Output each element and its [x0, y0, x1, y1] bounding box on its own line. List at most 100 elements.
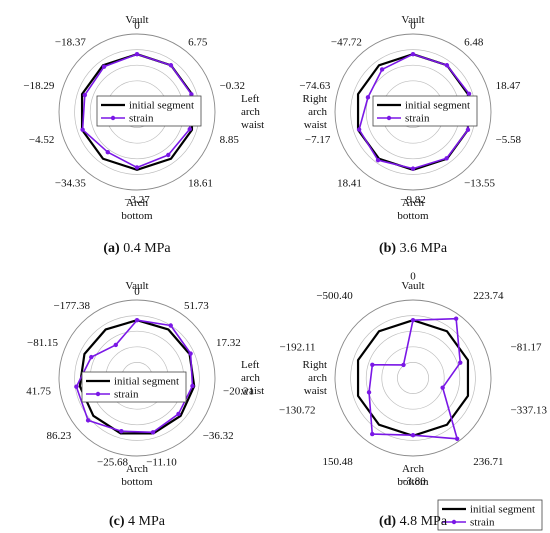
strain-point — [105, 150, 110, 155]
direction-label-arch-bottom: Arch — [126, 197, 148, 209]
legend-box — [372, 95, 478, 127]
point-label: −81.15 — [27, 337, 58, 349]
strain-point — [454, 436, 460, 441]
strain-point — [82, 92, 88, 98]
series-line-initial-segment — [78, 319, 196, 435]
point-label: −9.82 — [400, 194, 425, 206]
direction-label-arch-bottom: bottom — [397, 210, 429, 222]
point-label: 18.47 — [496, 80, 521, 92]
legend-label-strain: strain — [470, 517, 495, 529]
direction-label-vault: Vault — [401, 280, 424, 292]
direction-label-right-arch-waist: arch — [308, 372, 327, 384]
strain-point — [80, 127, 85, 132]
strain-point — [410, 52, 416, 57]
point-label: 18.61 — [188, 177, 213, 189]
legend-box — [437, 499, 543, 531]
grid-circle — [58, 33, 216, 191]
strain-point — [188, 351, 193, 356]
radar-panel-3: 0 51.73 17.32 −20.21 −36.32 −11.10 −25.68 86.23… — [26, 280, 327, 529]
point-label: 223.74 — [473, 290, 504, 302]
legend-label-strain: strain — [129, 113, 154, 125]
point-label: 0 — [410, 271, 416, 283]
point-label: −3.27 — [124, 194, 150, 206]
strain-point — [187, 126, 192, 132]
strain-point — [466, 91, 472, 96]
direction-label-arch-bottom: Arch — [402, 463, 424, 475]
direction-label-vault: Vault — [401, 14, 424, 26]
strain-point — [190, 383, 195, 389]
strain-point — [410, 166, 416, 171]
strain-point — [189, 92, 194, 97]
strain-point — [134, 165, 140, 170]
point-label: −34.35 — [55, 177, 86, 189]
strain-point — [166, 152, 171, 158]
direction-label-vault: Vault — [125, 280, 148, 292]
caption-letter: (c) — [109, 514, 125, 529]
strain-point — [365, 95, 371, 100]
legend-label-initial-segment: initial segment — [114, 376, 179, 388]
grid-circle — [397, 362, 429, 394]
caption-letter: (a) — [103, 241, 120, 256]
point-label: −18.29 — [23, 80, 54, 92]
grid-circle — [350, 315, 476, 441]
radar-panel-1: 0 6.75 −0.32 8.85 18.61 −3.27 −34.35 −4.52 −18.2… — [23, 14, 327, 256]
strain-point — [150, 430, 156, 435]
strain-point — [113, 342, 118, 348]
point-label: −337.13 — [511, 405, 548, 417]
legend-label-strain: strain — [405, 113, 430, 125]
strain-point — [134, 52, 140, 57]
point-label: −192.11 — [279, 341, 315, 353]
legend-label-initial-segment: initial segment — [129, 100, 194, 112]
legend-label-initial-segment: initial segment — [405, 100, 470, 112]
caption-text: 4 MPa — [125, 514, 166, 529]
strain-point — [379, 67, 385, 72]
strain-point — [168, 63, 174, 68]
grid-circle — [58, 299, 216, 457]
strain-point — [101, 64, 107, 69]
point-label: 18.41 — [337, 177, 362, 189]
point-label: 17.32 — [216, 337, 241, 349]
caption-letter: (d) — [379, 514, 396, 529]
point-label: −0.32 — [220, 80, 245, 92]
direction-label-left-arch-waist: arch — [241, 372, 260, 384]
strain-point — [85, 418, 91, 423]
point-label: −81.17 — [511, 341, 542, 353]
point-label: 41.75 — [26, 385, 51, 397]
strain-point — [410, 433, 416, 438]
point-label: −74.63 — [299, 80, 330, 92]
radar-panel-4: 0 223.74 −81.17 −337.13 236.71 −3.80 150.48 −13… — [241, 271, 548, 531]
point-label: −7.17 — [305, 134, 331, 146]
strain-point — [410, 318, 416, 323]
legend-label-initial-segment: initial segment — [470, 504, 535, 516]
point-label: −130.72 — [279, 405, 315, 417]
point-label: −25.68 — [97, 456, 128, 468]
grid-circle — [381, 346, 445, 410]
panel-caption: (b) 3.6 MPa — [379, 241, 448, 256]
point-label: 8.85 — [220, 134, 240, 146]
point-label: −177.38 — [54, 300, 91, 312]
strain-point — [370, 362, 375, 367]
strain-point — [444, 156, 449, 161]
point-label: −18.37 — [55, 37, 86, 49]
point-label: 150.48 — [323, 456, 354, 468]
strain-point — [370, 431, 375, 437]
legend-marker-strain — [451, 519, 457, 525]
series-line-strain — [368, 317, 462, 440]
strain-point — [440, 385, 445, 390]
point-label: −13.55 — [464, 177, 495, 189]
strain-point — [453, 316, 459, 321]
direction-label-right-arch-waist: arch — [308, 106, 327, 118]
radar-panel-2: 0 6.48 18.47 −5.58 −13.55 −9.82 18.41 −7.17 −74.… — [241, 14, 522, 256]
series-line-strain — [75, 319, 194, 434]
strain-point — [168, 323, 173, 328]
strain-point — [458, 360, 463, 365]
caption-text: 3.6 MPa — [396, 241, 448, 256]
panel-caption: (d) 4.8 MPa — [379, 514, 448, 529]
direction-label-left-arch-waist: arch — [241, 106, 260, 118]
point-label: 6.48 — [464, 37, 484, 49]
direction-label-arch-bottom: Arch — [402, 197, 424, 209]
